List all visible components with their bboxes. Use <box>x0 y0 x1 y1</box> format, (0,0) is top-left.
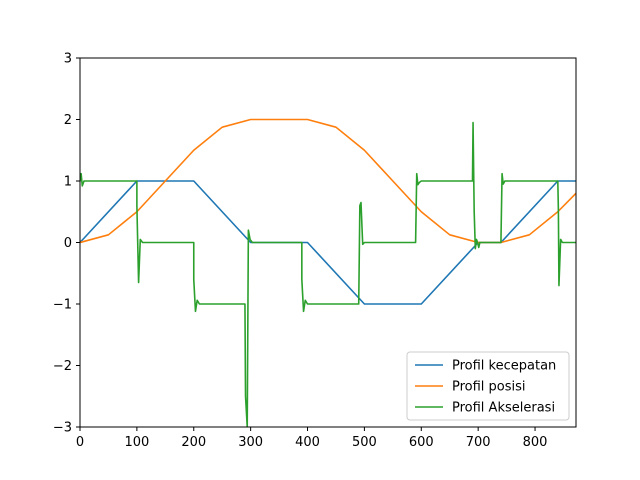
y-tick-label: 1 <box>64 175 72 190</box>
y-tick-label: 2 <box>64 113 72 128</box>
series-line-1 <box>80 180 576 305</box>
x-tick-label: 400 <box>295 435 320 450</box>
x-tick-label: 800 <box>523 435 548 450</box>
y-axis: −3 −2 −1 0 1 2 3 <box>53 52 80 436</box>
x-tick-label: 100 <box>124 435 149 450</box>
legend-box <box>406 351 570 421</box>
x-tick-label: 500 <box>352 435 377 450</box>
x-tick-label: 0 <box>76 435 84 450</box>
series-line-3 <box>80 121 576 427</box>
x-tick-label: 200 <box>181 435 206 450</box>
x-tick-label: 600 <box>409 435 434 450</box>
y-tick-label: −2 <box>53 359 72 374</box>
y-tick-label: 0 <box>64 236 72 251</box>
y-tick-label: −1 <box>53 298 72 313</box>
y-tick-label: −3 <box>53 421 72 436</box>
x-tick-label: 300 <box>238 435 263 450</box>
legend: Profil kecepatan Profil posisi Profil Akse… <box>406 351 570 421</box>
y-tick-label: 3 <box>64 52 72 67</box>
x-tick-label: 700 <box>466 435 491 450</box>
legend-label: Profil Akselerasi <box>452 401 555 416</box>
plot-lines <box>80 118 576 427</box>
legend-label: Profil posisi <box>452 380 526 395</box>
legend-label: Profil kecepatan <box>452 359 556 374</box>
x-axis: 0 100 200 300 400 500 600 700 800 <box>76 427 548 450</box>
